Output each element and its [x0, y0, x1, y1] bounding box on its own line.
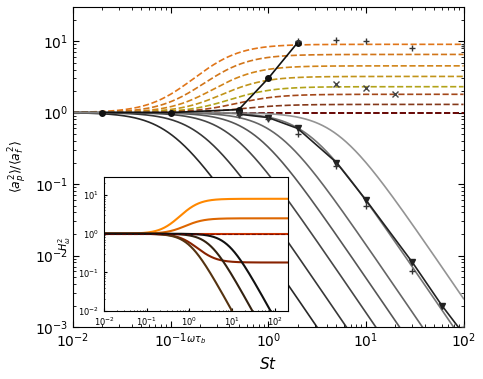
- Y-axis label: $\langle a_p^2 \rangle / \langle a_f^2 \rangle$: $\langle a_p^2 \rangle / \langle a_f^2 \…: [7, 141, 29, 193]
- X-axis label: $St$: $St$: [259, 356, 277, 372]
